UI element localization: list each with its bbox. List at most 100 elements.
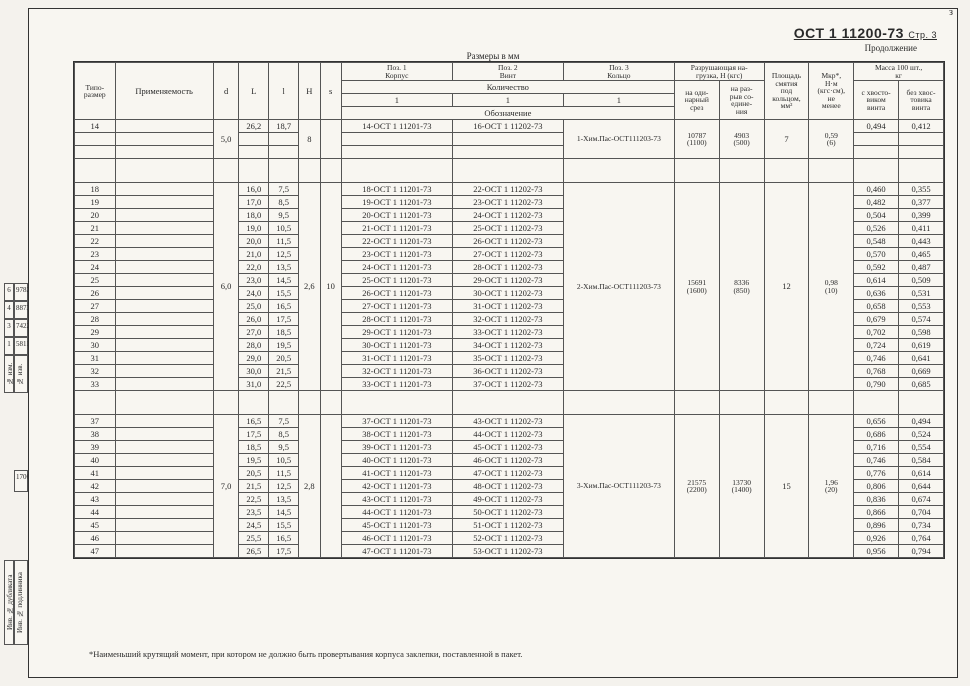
margin-stub: 3 [4, 319, 14, 337]
table-cell [320, 391, 341, 415]
table-cell: 12,5 [269, 480, 299, 493]
table-cell: 0,836 [854, 493, 899, 506]
table-cell: 5,0 [213, 120, 239, 159]
table-cell [809, 159, 854, 183]
table-row: 186,016,07,52,61018-ОСТ 1 11201-7322-ОСТ… [75, 183, 944, 196]
table-cell [239, 391, 269, 415]
table-cell [115, 532, 213, 545]
table-cell: 42-ОСТ 1 11201-73 [341, 480, 452, 493]
table-cell: 45-ОСТ 1 11201-73 [341, 519, 452, 532]
table-cell: 0,768 [854, 365, 899, 378]
table-cell: 1-Хим.Пас-ОСТ111203-73 [563, 120, 674, 159]
table-cell: 16,5 [269, 532, 299, 545]
table-cell: 18,5 [239, 441, 269, 454]
table-cell: 33-ОСТ 1 11202-73 [452, 326, 563, 339]
table-cell: 34-ОСТ 1 11202-73 [452, 339, 563, 352]
table-cell: 14,5 [269, 274, 299, 287]
table-cell [115, 545, 213, 558]
dimensions-title: Размеры в мм [29, 51, 957, 61]
table-cell: 0,98(10) [809, 183, 854, 391]
table-cell: 0,574 [899, 313, 944, 326]
table-cell: 24-ОСТ 1 11202-73 [452, 209, 563, 222]
table-cell: 23 [75, 248, 116, 261]
th-one: 1 [341, 94, 452, 107]
table-cell: 44-ОСТ 1 11202-73 [452, 428, 563, 441]
table-cell: 15 [764, 415, 809, 558]
table-cell: 0,636 [854, 287, 899, 300]
table-cell: 23-ОСТ 1 11202-73 [452, 196, 563, 209]
table-cell [899, 146, 944, 159]
table-cell [115, 365, 213, 378]
table-cell: 0,704 [899, 506, 944, 519]
table-cell: 25-ОСТ 1 11201-73 [341, 274, 452, 287]
table-cell [115, 415, 213, 428]
table-cell: 21,0 [239, 248, 269, 261]
table-cell: 18,0 [239, 209, 269, 222]
table-cell: 0,734 [899, 519, 944, 532]
table-cell: 37 [75, 415, 116, 428]
table-cell [115, 519, 213, 532]
table-cell [563, 159, 674, 183]
table-cell: 0,619 [899, 339, 944, 352]
table-cell: 29-ОСТ 1 11201-73 [341, 326, 452, 339]
table-cell: 0,494 [899, 415, 944, 428]
table-cell: 36-ОСТ 1 11202-73 [452, 365, 563, 378]
margin-stub: 8873 [14, 301, 28, 319]
table-cell: 14-ОСТ 1 11201-73 [341, 120, 452, 133]
table-cell: 13,5 [269, 493, 299, 506]
table-cell [320, 415, 341, 558]
table-cell [115, 274, 213, 287]
table-cell: 29-ОСТ 1 11202-73 [452, 274, 563, 287]
table-cell: 11,5 [269, 235, 299, 248]
table-cell: 27-ОСТ 1 11201-73 [341, 300, 452, 313]
table-cell: 49-ОСТ 1 11202-73 [452, 493, 563, 506]
table-cell: 7,5 [269, 183, 299, 196]
table-cell: 10,5 [269, 222, 299, 235]
table-cell: 29 [75, 326, 116, 339]
table-cell [115, 428, 213, 441]
th-H: H [299, 63, 320, 120]
table-cell: 42 [75, 480, 116, 493]
table-cell: 0,685 [899, 378, 944, 391]
table-cell: 18,5 [269, 326, 299, 339]
table-cell: 18 [75, 183, 116, 196]
table-cell: 0,806 [854, 480, 899, 493]
table-cell: 24-ОСТ 1 11201-73 [341, 261, 452, 274]
th-mkr: Мкр*,Н·м(кгс·см),неменее [809, 63, 854, 120]
table-cell: 0,494 [854, 120, 899, 133]
table-cell: 15,5 [269, 519, 299, 532]
table-cell [452, 159, 563, 183]
th-razr1: на оди-нарныйсрез [674, 81, 719, 120]
th-mass: Масса 100 шт.,кг [854, 63, 944, 81]
table-cell: 10,5 [269, 454, 299, 467]
table-cell: 8336(850) [719, 183, 764, 391]
table-cell: 0,399 [899, 209, 944, 222]
table-cell: 2,6 [299, 183, 320, 391]
table-cell: 13,5 [269, 261, 299, 274]
th-poz3: Поз. 3Кольцо [563, 63, 674, 81]
margin-stub: 5811 [14, 337, 28, 355]
margin-stub: 4 [4, 301, 14, 319]
table-cell: 30,0 [239, 365, 269, 378]
table-cell [115, 378, 213, 391]
table-cell: 0,377 [899, 196, 944, 209]
table-row: 377,016,57,52,837-ОСТ 1 11201-7343-ОСТ 1… [75, 415, 944, 428]
table-cell: 0,570 [854, 248, 899, 261]
table-cell [899, 133, 944, 146]
table-cell: 19,5 [269, 339, 299, 352]
table-cell [719, 159, 764, 183]
table-cell: 19,0 [239, 222, 269, 235]
table-cell [115, 146, 213, 159]
table-cell: 22-ОСТ 1 11201-73 [341, 235, 452, 248]
table-cell: 17,5 [269, 313, 299, 326]
th-poz2: Поз. 2Винт [452, 63, 563, 81]
table-cell: 40-ОСТ 1 11201-73 [341, 454, 452, 467]
table-cell: 20 [75, 209, 116, 222]
th-l: l [269, 63, 299, 120]
table-cell: 0,644 [899, 480, 944, 493]
th-s: s [320, 63, 341, 120]
table-cell [764, 391, 809, 415]
table-cell [341, 133, 452, 146]
table-cell: 27-ОСТ 1 11202-73 [452, 248, 563, 261]
table-cell [854, 391, 899, 415]
